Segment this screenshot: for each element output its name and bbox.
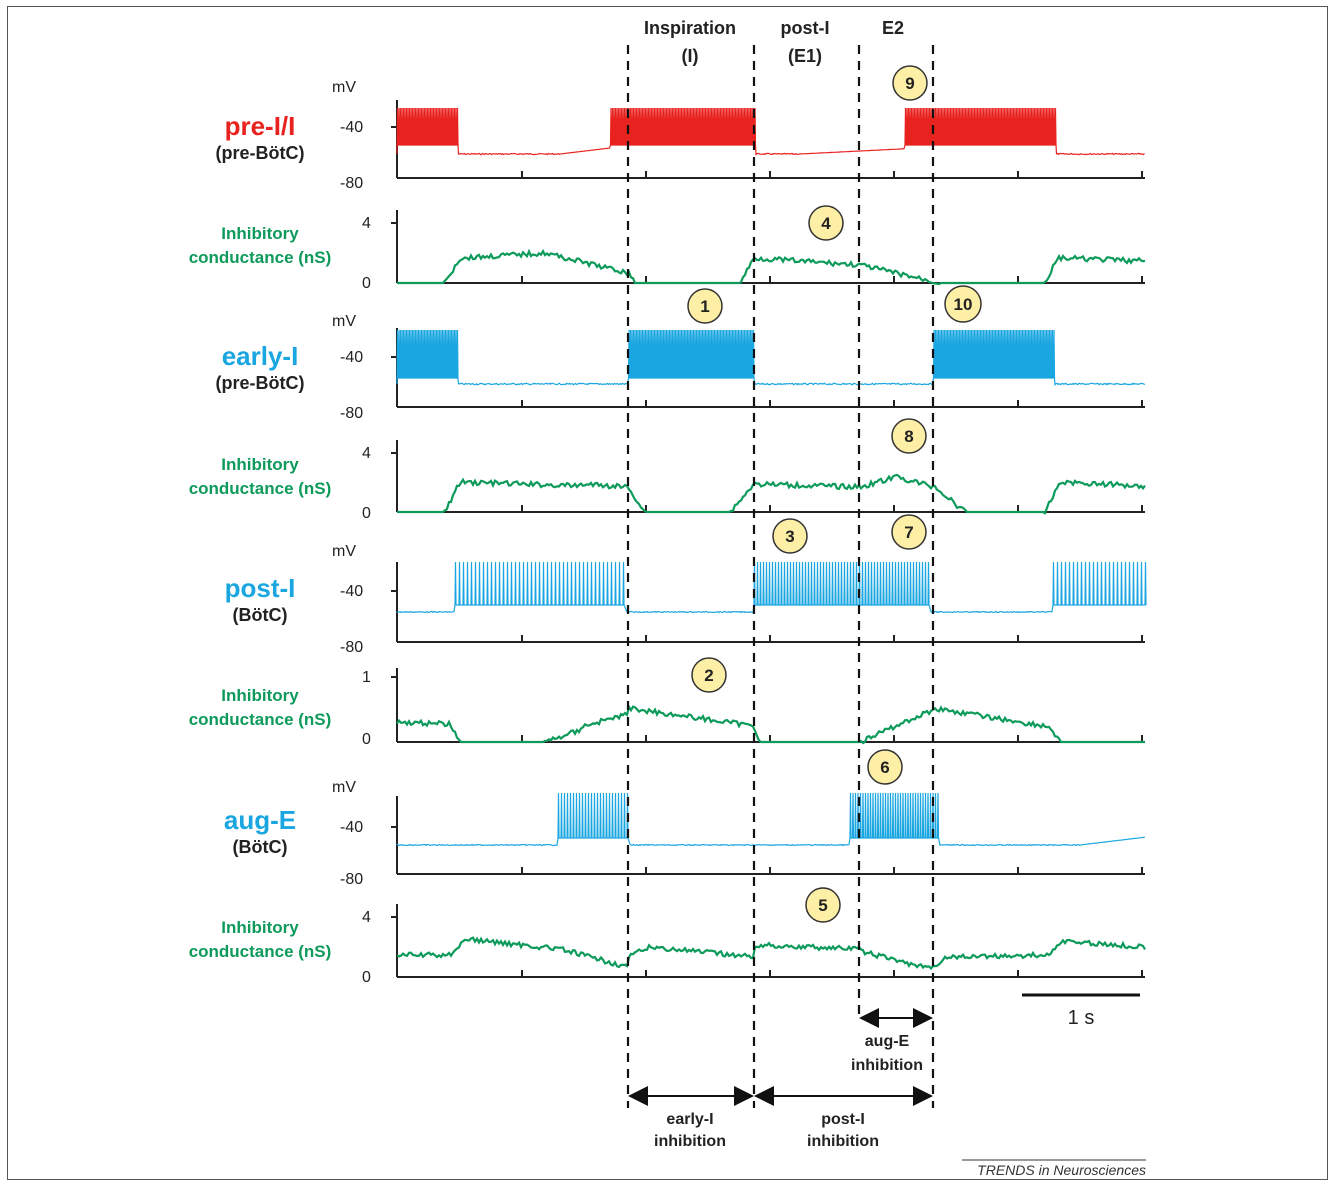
- row-label-early-i-name: early-I: [221, 341, 299, 371]
- cond-3-line2: conductance (nS): [188, 710, 332, 729]
- r7-g0: 0: [362, 969, 371, 986]
- r4-v40: -40: [340, 583, 363, 600]
- row-label-post-i-name: post-I: [224, 573, 296, 603]
- cond-3-line1: Inhibitory: [221, 686, 299, 705]
- badge-2: 2: [691, 657, 727, 693]
- aug-e-inhibition-line1: aug-E: [865, 1033, 910, 1050]
- cond-2-line2: conductance (nS): [188, 479, 332, 498]
- r3-gmax: 4: [362, 445, 371, 462]
- x-ticks: [521, 171, 1143, 977]
- badge-5-text: 5: [818, 896, 827, 915]
- row-label-early-i: early-I (pre-BötC): [200, 341, 320, 395]
- cond-1-line1: Inhibitory: [221, 224, 299, 243]
- r0-mv: mV: [332, 79, 356, 96]
- cond-2-line1: Inhibitory: [221, 455, 299, 474]
- trace-aug-e-voltage: [396, 792, 1146, 847]
- row-label-cond-2: Inhibitory conductance (nS): [180, 453, 340, 501]
- trace-cond-1: [397, 248, 1146, 286]
- r7-gmax: 4: [362, 909, 371, 926]
- badge-6: 6: [867, 749, 903, 785]
- r3-g0: 0: [362, 505, 371, 522]
- r2-mv: mV: [332, 313, 356, 330]
- r6-mv: mV: [332, 779, 356, 796]
- row-label-pre-i: pre-I/I (pre-BötC): [200, 111, 320, 165]
- r6-v40: -40: [340, 819, 363, 836]
- row-label-aug-e: aug-E (BötC): [200, 805, 320, 859]
- row-label-early-i-region: (pre-BötC): [215, 373, 305, 393]
- badge-1: 1: [687, 288, 723, 324]
- badge-9: 9: [892, 65, 928, 101]
- r2-v80: -80: [340, 405, 363, 422]
- badge-8-text: 8: [904, 427, 913, 446]
- trace-pre-i-voltage: [396, 107, 1145, 156]
- r4-v80: -80: [340, 639, 363, 656]
- r1-g0: 0: [362, 275, 371, 292]
- row-label-pre-i-name: pre-I/I: [224, 111, 296, 141]
- trace-cond-2: [397, 473, 1146, 515]
- row-label-post-i: post-I (BötC): [200, 573, 320, 627]
- badge-5: 5: [805, 887, 841, 923]
- cond-4-line1: Inhibitory: [221, 918, 299, 937]
- scale-bar-label: 1 s: [1068, 1007, 1095, 1029]
- r0-v80: -80: [340, 175, 363, 192]
- badge-7-text: 7: [904, 523, 913, 542]
- row-label-post-i-region: (BötC): [232, 605, 288, 625]
- trace-post-i-voltage: [396, 561, 1147, 614]
- badge-4-text: 4: [821, 214, 831, 233]
- row-label-aug-e-name: aug-E: [223, 805, 297, 835]
- phase-inspiration-label: Inspiration: [644, 18, 736, 38]
- post-i-inhibition-line1: post-I: [821, 1111, 865, 1128]
- r5-g0: 0: [362, 731, 371, 748]
- badge-4: 4: [808, 205, 844, 241]
- phase-e2-label: E2: [882, 18, 904, 38]
- early-i-inhibition-line1: early-I: [666, 1111, 713, 1128]
- r6-v80: -80: [340, 871, 363, 888]
- cond-4-line2: conductance (nS): [188, 942, 332, 961]
- r2-v40: -40: [340, 349, 363, 366]
- r0-v40: -40: [340, 119, 363, 136]
- badge-10-text: 10: [954, 295, 973, 314]
- badge-3: 3: [772, 518, 808, 554]
- trace-early-i-voltage: [396, 329, 1146, 387]
- badge-8: 8: [891, 418, 927, 454]
- aug-e-inhibition-line2: inhibition: [851, 1057, 923, 1074]
- row-label-aug-e-region: (BötC): [232, 837, 288, 857]
- figure-frame: [7, 6, 1328, 1180]
- r4-mv: mV: [332, 543, 356, 560]
- badge-3-text: 3: [785, 527, 794, 546]
- badge-10: 10: [944, 285, 982, 323]
- row-label-pre-i-region: (pre-BötC): [215, 143, 305, 163]
- post-i-inhibition-line2: inhibition: [807, 1133, 879, 1150]
- phase-boundaries: [626, 45, 935, 1108]
- badge-2-text: 2: [704, 666, 713, 685]
- trace-cond-4: [396, 936, 1146, 971]
- early-i-inhibition-line2: inhibition: [654, 1133, 726, 1150]
- badge-6-text: 6: [880, 758, 889, 777]
- row-label-cond-4: Inhibitory conductance (nS): [180, 916, 340, 964]
- cond-1-line2: conductance (nS): [188, 248, 332, 267]
- phase-post-i-label: post-I: [781, 18, 830, 38]
- row-label-cond-3: Inhibitory conductance (nS): [180, 684, 340, 732]
- row-label-cond-1: Inhibitory conductance (nS): [180, 222, 340, 270]
- badge-7: 7: [891, 514, 927, 550]
- badge-9-text: 9: [905, 74, 914, 93]
- phase-inspiration-abbr: (I): [682, 46, 699, 66]
- credit-text: TRENDS in Neurosciences: [977, 1162, 1146, 1178]
- badge-1-text: 1: [700, 297, 709, 316]
- phase-post-i-abbr: (E1): [788, 46, 822, 66]
- trace-cond-3: [396, 704, 1145, 745]
- r1-gmax: 4: [362, 215, 371, 232]
- r5-gmax: 1: [362, 669, 371, 686]
